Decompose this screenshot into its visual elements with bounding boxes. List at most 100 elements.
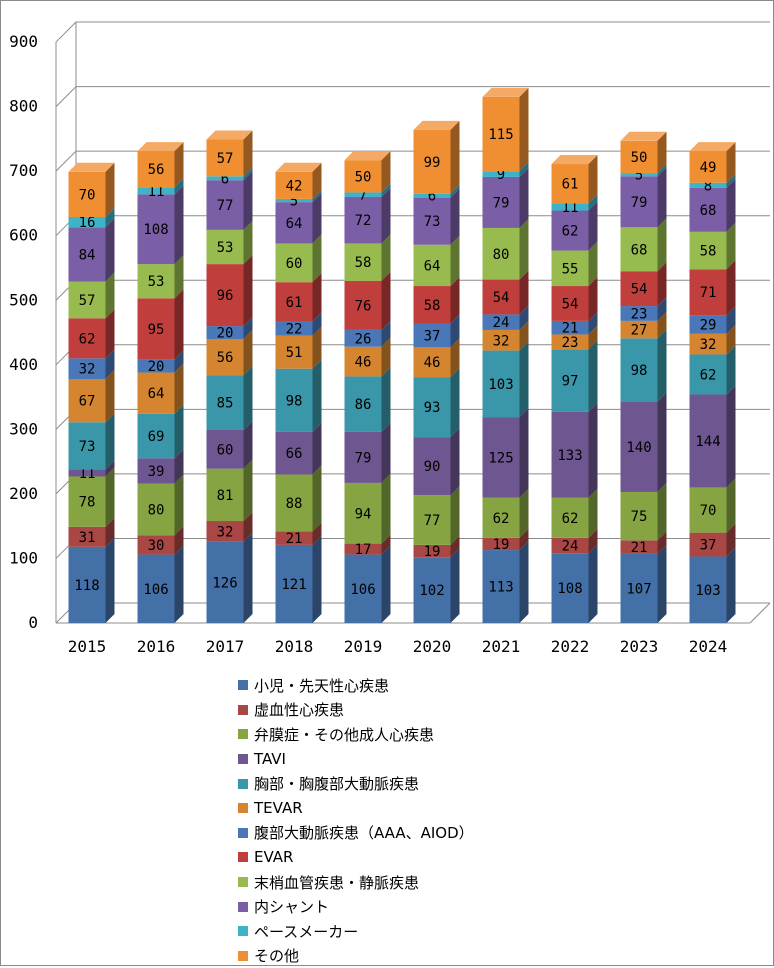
legend-swatch [238,729,248,740]
bar-segment [689,260,736,316]
y-tick-label: 800 [9,97,38,116]
x-tick-label: 2021 [482,637,521,656]
data-label: 16 [79,215,96,231]
data-label: 88 [286,496,303,512]
bar-segment [689,222,736,270]
legend-swatch [238,926,248,937]
data-label: 64 [286,216,303,232]
data-label: 49 [700,160,717,176]
bar-segment [551,241,598,287]
data-label: 22 [286,322,303,338]
data-label: 50 [631,150,648,166]
bar-segment [206,459,253,522]
bar-segment [68,207,115,228]
bar-segment [413,486,460,545]
data-label: 71 [700,285,717,301]
data-label: 113 [488,580,513,596]
bar-segment [551,528,598,554]
legend-label: 弁膜症・その他成人心疾患 [254,725,435,744]
y-tick-label: 400 [9,355,38,374]
bar-segment [551,277,598,321]
data-label: 61 [286,295,303,311]
data-label: 68 [631,242,648,258]
floor-edge [749,602,771,624]
data-label: 60 [286,256,303,272]
bar-segment [413,277,460,324]
bar-segment [68,467,115,527]
bar-segment [620,262,667,307]
y-tick-label: 300 [9,419,38,438]
bar-segment [689,173,736,188]
legend-label: 末梢血管疾患・静脈疾患 [254,873,420,892]
legend-item: 胸部・胸腹部大動脈疾患 [238,771,474,796]
data-label: 56 [148,162,165,178]
data-label: 70 [700,503,717,519]
bar-segment [344,545,391,623]
data-label: 94 [355,506,372,522]
bar-segment [275,326,322,369]
bar-segment [68,537,115,623]
data-label: 80 [148,502,165,518]
legend-label: 小児・先天性心疾患 [254,676,390,695]
legend-label: 虚血性心疾患 [254,701,345,720]
data-label: 21 [286,531,303,547]
bar-segment [482,541,529,623]
data-label: 9 [497,167,505,183]
data-label: 32 [493,333,510,349]
data-label: 37 [700,538,717,554]
data-label: 121 [281,577,306,593]
bar-segment [137,474,184,536]
bar-segment [137,449,184,484]
data-label: 23 [562,335,579,351]
data-label: 21 [631,540,648,556]
bar-segment [551,325,598,350]
data-label: 62 [562,511,579,527]
y-tick-label: 600 [9,226,38,245]
legend-item: その他 [238,944,474,968]
bar-segment [206,317,253,339]
data-label: 21 [562,321,579,337]
bar-segment [344,367,391,432]
bar-segment [344,534,391,555]
data-label: 30 [148,538,165,554]
data-label: 46 [424,355,441,371]
bar-segment [620,544,667,623]
data-label: 108 [143,222,168,238]
data-label: 144 [695,434,720,450]
bar-segment [620,164,667,177]
data-label: 85 [217,396,234,412]
x-tick-label: 2020 [413,637,452,656]
bar-segment [206,167,253,181]
x-tick-label: 2022 [551,637,590,656]
bar-segment [137,289,184,360]
bar-segment [137,142,184,188]
data-label: 126 [212,575,237,591]
data-label: 51 [286,345,303,361]
data-label: 6 [221,171,229,187]
data-label: 57 [79,293,96,309]
data-label: 90 [424,459,441,475]
data-label: 29 [700,317,717,333]
data-label: 98 [286,393,303,409]
gridline [55,86,770,107]
data-label: 62 [79,331,96,347]
bar-segment [137,545,184,623]
bar-segment [620,531,667,554]
legend-swatch [238,877,248,888]
bar-segment [206,329,253,376]
data-label: 93 [424,400,441,416]
x-tick-label: 2023 [620,637,659,656]
bar-segment [620,131,667,174]
legend-swatch [238,803,248,814]
bar-segment [68,349,115,380]
x-tick-label: 2018 [275,637,314,656]
bar-segment [620,392,667,492]
data-label: 103 [695,583,720,599]
legend-label: TAVI [254,750,286,769]
data-label: 62 [700,367,717,383]
y-tick-label: 0 [28,613,38,632]
data-label: 69 [148,429,165,445]
data-label: 20 [217,326,234,342]
y-tick-label: 500 [9,290,38,309]
data-label: 46 [355,355,372,371]
